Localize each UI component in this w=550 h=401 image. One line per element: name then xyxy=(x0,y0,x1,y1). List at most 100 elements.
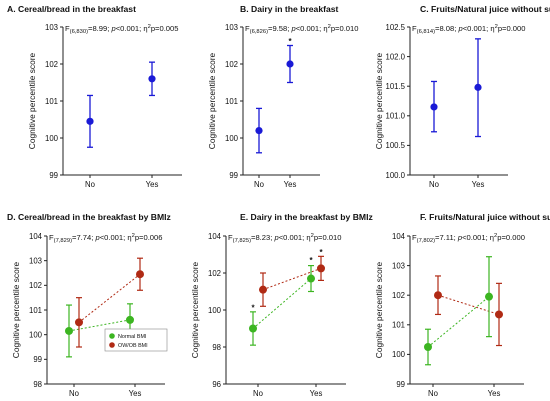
stat-p: p xyxy=(457,233,462,242)
data-point xyxy=(65,326,73,335)
y-tick-label: 96 xyxy=(212,380,221,389)
significance-asterisk: * xyxy=(309,256,313,265)
y-tick-label: 104 xyxy=(29,232,43,241)
y-tick-label: 101 xyxy=(29,306,42,315)
y-axis-title: Cognitive percentile score xyxy=(374,52,384,149)
x-tick-label: No xyxy=(428,389,439,398)
stat-p: p xyxy=(290,24,295,33)
y-tick-label: 98 xyxy=(33,380,42,389)
data-point xyxy=(495,310,503,319)
significance-asterisk: * xyxy=(288,37,292,46)
series-connector xyxy=(78,273,141,323)
x-tick-label: Yes xyxy=(129,389,142,398)
significance-asterisk: * xyxy=(319,248,323,257)
y-tick-label: 101 xyxy=(45,97,58,106)
data-point xyxy=(259,285,267,294)
stat-p: p xyxy=(94,233,99,242)
stat-sup: 2 xyxy=(148,24,151,30)
x-tick-label: No xyxy=(69,389,80,398)
x-tick-label: No xyxy=(429,180,440,189)
data-point xyxy=(148,75,156,83)
y-tick-label: 102 xyxy=(392,291,405,300)
panel-d: D. Cereal/bread in the breakfast by BMIz… xyxy=(7,212,171,398)
y-tick-label: 101.5 xyxy=(385,82,405,91)
data-point xyxy=(317,264,325,273)
stat-df: (7,825) xyxy=(233,238,251,244)
stat-eta: <0.001; η xyxy=(116,24,148,33)
data-point xyxy=(307,274,315,283)
stat-f: F xyxy=(49,233,54,242)
data-point xyxy=(255,127,263,135)
y-axis-title: Cognitive percentile score xyxy=(11,261,21,358)
stat-sup: 2 xyxy=(132,233,135,239)
y-tick-label: 100 xyxy=(45,134,59,143)
stat-f: F xyxy=(245,24,250,33)
stat-eta: <0.001; η xyxy=(296,24,328,33)
legend-marker xyxy=(109,333,115,339)
y-tick-label: 99 xyxy=(33,355,42,364)
x-tick-label: Yes xyxy=(284,180,297,189)
y-tick-label: 100 xyxy=(208,306,222,315)
stat-partial: p=0.006 xyxy=(135,233,163,242)
legend-marker xyxy=(109,342,115,348)
stat-partial: p=0.000 xyxy=(497,233,525,242)
panel-b: B. Dairy in the breakfast F(6,826)=9.58; … xyxy=(207,4,358,189)
stat-value: =7.74; xyxy=(72,233,95,242)
panel-title: A. Cereal/bread in the breakfast xyxy=(7,4,136,14)
y-tick-label: 100 xyxy=(225,134,239,143)
panel-f: F. Fruits/Natural juice without sugar by… xyxy=(374,212,550,398)
x-tick-label: Yes xyxy=(146,180,159,189)
data-point xyxy=(474,83,482,91)
stat-eta: <0.001; η xyxy=(462,233,494,242)
y-tick-label: 100.5 xyxy=(385,141,405,150)
stat-f: F xyxy=(412,24,417,33)
data-point xyxy=(434,291,442,300)
y-tick-label: 102 xyxy=(45,60,58,69)
significance-asterisk: * xyxy=(251,303,255,312)
x-tick-label: No xyxy=(254,180,265,189)
stat-value: =8.08; xyxy=(435,24,458,33)
stat-line: F(7,802)=7.11; p<0.001; η2p=0.000 xyxy=(412,233,525,244)
series-connector xyxy=(427,296,490,348)
y-axis-title: Cognitive percentile score xyxy=(374,261,384,358)
stat-value: =7.11; xyxy=(435,233,458,242)
stat-df: (7,829) xyxy=(54,238,72,244)
y-axis-title: Cognitive percentile score xyxy=(27,52,37,149)
stat-sup: 2 xyxy=(495,24,498,30)
series-connector xyxy=(252,278,312,329)
panel-c: C. Fruits/Natural juice without sugar F(6… xyxy=(374,4,550,189)
stat-line: F(6,826)=9.58; p<0.001; η2p=0.010 xyxy=(245,24,358,35)
y-tick-label: 100 xyxy=(392,350,406,359)
stat-partial: p=0.000 xyxy=(498,24,526,33)
y-tick-label: 99 xyxy=(396,380,405,389)
y-tick-label: 103 xyxy=(225,23,238,32)
y-tick-label: 102 xyxy=(225,60,238,69)
y-tick-label: 101.0 xyxy=(385,112,405,121)
y-tick-label: 103 xyxy=(392,261,405,270)
stat-p: p xyxy=(110,24,115,33)
panel-title: B. Dairy in the breakfast xyxy=(240,4,339,14)
stat-f: F xyxy=(412,233,417,242)
y-tick-label: 101 xyxy=(392,321,405,330)
y-axis-title: Cognitive percentile score xyxy=(190,261,200,358)
stat-f: F xyxy=(228,233,233,242)
data-point xyxy=(424,343,432,351)
y-axis-title: Cognitive percentile score xyxy=(207,52,217,149)
legend-label: Normal BMI xyxy=(118,334,146,340)
x-tick-label: Yes xyxy=(310,389,323,398)
y-tick-label: 99 xyxy=(49,171,58,180)
panel-title: E. Dairy in the breakfast by BMIz xyxy=(240,212,373,222)
stat-sup: 2 xyxy=(311,233,314,239)
legend: Normal BMI OW/OB BMI xyxy=(104,328,168,352)
y-tick-label: 100.0 xyxy=(385,171,405,180)
stat-sup: 2 xyxy=(494,233,497,239)
y-tick-label: 98 xyxy=(212,343,221,352)
y-tick-label: 104 xyxy=(392,232,406,241)
stat-line: F(6,814)=8.08; p<0.001; η2p=0.000 xyxy=(412,24,525,35)
stat-f: F xyxy=(65,24,70,33)
stat-df: (7,802) xyxy=(417,238,435,244)
stat-p: p xyxy=(273,233,278,242)
data-point xyxy=(86,117,94,125)
stat-line: F(7,825)=8.23; p<0.001; η2p=0.010 xyxy=(228,233,341,244)
data-point xyxy=(136,270,144,279)
